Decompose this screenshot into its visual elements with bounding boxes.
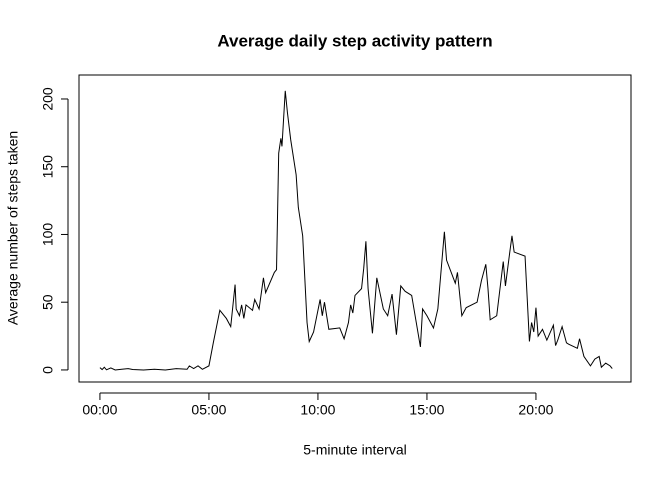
y-tick-label: 200: [40, 87, 56, 111]
y-tick-label: 150: [40, 155, 56, 179]
y-tick-label: 0: [40, 366, 56, 374]
y-axis-label: Average number of steps taken: [5, 131, 21, 325]
x-tick-label: 00:00: [82, 402, 117, 418]
x-tick-label: 15:00: [409, 402, 444, 418]
y-tick-label: 100: [40, 223, 56, 247]
x-axis-label: 5-minute interval: [303, 442, 407, 458]
y-tick-label: 50: [40, 294, 56, 310]
plot-frame: [78, 74, 632, 383]
x-tick-label: 10:00: [300, 402, 335, 418]
x-tick-label: 05:00: [191, 402, 226, 418]
data-line: [99, 90, 613, 371]
x-tick-label: 20:00: [518, 402, 553, 418]
chart-title: Average daily step activity pattern: [217, 31, 492, 50]
